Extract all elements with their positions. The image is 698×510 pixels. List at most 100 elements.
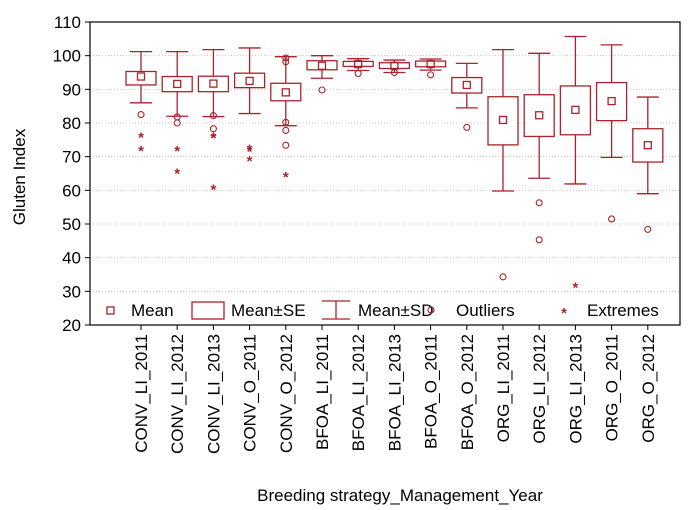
mean-marker: [462, 80, 471, 90]
box-group: [342, 58, 374, 78]
mean-marker: [571, 105, 580, 115]
legend-mean-marker: [106, 306, 115, 315]
outlier-point: [282, 126, 290, 134]
x-tick-label: ORG_O_2012: [639, 334, 658, 443]
outlier-point: [209, 112, 217, 120]
y-axis-ticks: 20 30 40 50 60 70 80 90 100 110: [53, 13, 90, 335]
legend-outlier-marker: [427, 306, 435, 314]
x-tick-label: ORG_LI_2012: [530, 334, 549, 444]
mean-marker: [173, 79, 182, 89]
extreme-point: *: [247, 153, 253, 170]
box-series: ** **********: [125, 35, 664, 296]
y-tick-label: 100: [53, 47, 81, 66]
box-group: [523, 52, 555, 244]
x-tick-label: CONV_O_2012: [277, 334, 296, 453]
extreme-point: *: [210, 182, 216, 199]
box-group: *: [270, 54, 302, 186]
mean-marker: [136, 72, 146, 81]
se-box: [161, 75, 193, 93]
x-axis-ticks: CONV_LI_2011 CONV_LI_2012 CONV_LI_2013 CONV…: [132, 325, 658, 454]
legend-item-mean: Mean: [106, 301, 174, 320]
outlier-point: [354, 69, 362, 78]
box-group: [451, 62, 483, 131]
se-box: [523, 94, 555, 138]
legend-item-outliers: Outliers: [427, 301, 515, 320]
x-tick-label: CONV_LI_2013: [204, 334, 223, 454]
legend-item-extremes: * Extremes: [561, 301, 659, 322]
legend-mean-label: Mean: [131, 301, 174, 320]
y-tick-label: 80: [62, 114, 81, 133]
outlier-point: [137, 111, 145, 119]
se-box: [487, 96, 519, 146]
extreme-point: *: [174, 165, 180, 182]
y-tick-label: 60: [62, 181, 81, 200]
outlier-point: [282, 118, 290, 126]
se-box: [414, 60, 447, 68]
legend-se-label: Mean±SE: [231, 301, 306, 320]
y-tick-label: 40: [62, 249, 81, 268]
extreme-point: *: [138, 143, 144, 160]
se-box: [197, 75, 230, 93]
mean-marker: [498, 115, 508, 125]
legend-se-marker: [191, 301, 225, 320]
legend-item-mean-sd: Mean±SD: [322, 300, 433, 320]
se-box: [451, 76, 483, 94]
y-tick-label: 50: [62, 215, 81, 234]
mean-marker: [426, 59, 435, 69]
mean-marker: [535, 111, 544, 120]
se-box: [270, 82, 302, 102]
box-group: [378, 59, 411, 77]
box-group: [595, 44, 628, 223]
legend-item-mean-se: Mean±SE: [191, 301, 306, 320]
x-tick-label: BFOA_LI_2012: [349, 334, 368, 451]
y-tick-label: 110: [54, 13, 81, 32]
mean-marker: [607, 96, 616, 106]
y-tick-label: 30: [62, 282, 81, 301]
legend-extremes-label: Extremes: [587, 301, 659, 320]
x-tick-label: BFOA_O_2011: [422, 334, 441, 449]
se-box: [632, 128, 664, 163]
box-group: [414, 58, 447, 79]
y-axis-title: Gluten Index: [10, 128, 29, 225]
outlier-point: [463, 123, 471, 131]
box-group: [306, 55, 338, 94]
x-tick-label: BFOA_O_2012: [458, 334, 477, 450]
box-group: ***: [233, 47, 266, 170]
se-box: [378, 62, 411, 70]
box-group: [632, 96, 664, 233]
legend: Mean Mean±SE Mean±SD Outliers * Extremes: [106, 300, 659, 322]
outlier-point: [282, 141, 290, 149]
extreme-point: *: [138, 129, 144, 146]
x-tick-label: CONV_LI_2011: [132, 334, 151, 453]
x-tick-label: ORG_LI_2013: [566, 334, 585, 444]
outlier-point: [282, 58, 290, 66]
extreme-point: *: [247, 144, 253, 161]
outlier-point: [535, 199, 543, 207]
extreme-point: *: [283, 169, 289, 186]
plot-frame: [89, 21, 681, 326]
box-group: **: [125, 50, 157, 160]
mean-marker: [643, 141, 652, 150]
mean-marker: [209, 79, 218, 88]
box-group: **: [161, 50, 193, 182]
box-group: *: [559, 35, 592, 296]
box-group: [487, 48, 519, 281]
outlier-point: [499, 273, 507, 281]
extreme-point: *: [247, 141, 253, 158]
y-tick-label: 20: [62, 316, 81, 335]
x-tick-label: CONV_LI_2012: [168, 334, 187, 454]
x-tick-label: BFOA_LI_2011: [313, 334, 332, 450]
x-tick-label: ORG_O_2011: [603, 334, 622, 441]
box-group: ***: [197, 48, 230, 199]
se-box: [233, 72, 266, 89]
outlier-point: [535, 236, 543, 244]
y-tick-label: 70: [62, 148, 81, 167]
outlier-point: [282, 54, 290, 62]
x-tick-label: BFOA_LI_2013: [385, 334, 404, 451]
grid-lines: [90, 55, 680, 292]
extreme-point: *: [210, 129, 216, 146]
se-box: [125, 70, 157, 86]
x-tick-label: ORG_LI_2011: [494, 334, 513, 442]
legend-outliers-label: Outliers: [456, 301, 515, 320]
